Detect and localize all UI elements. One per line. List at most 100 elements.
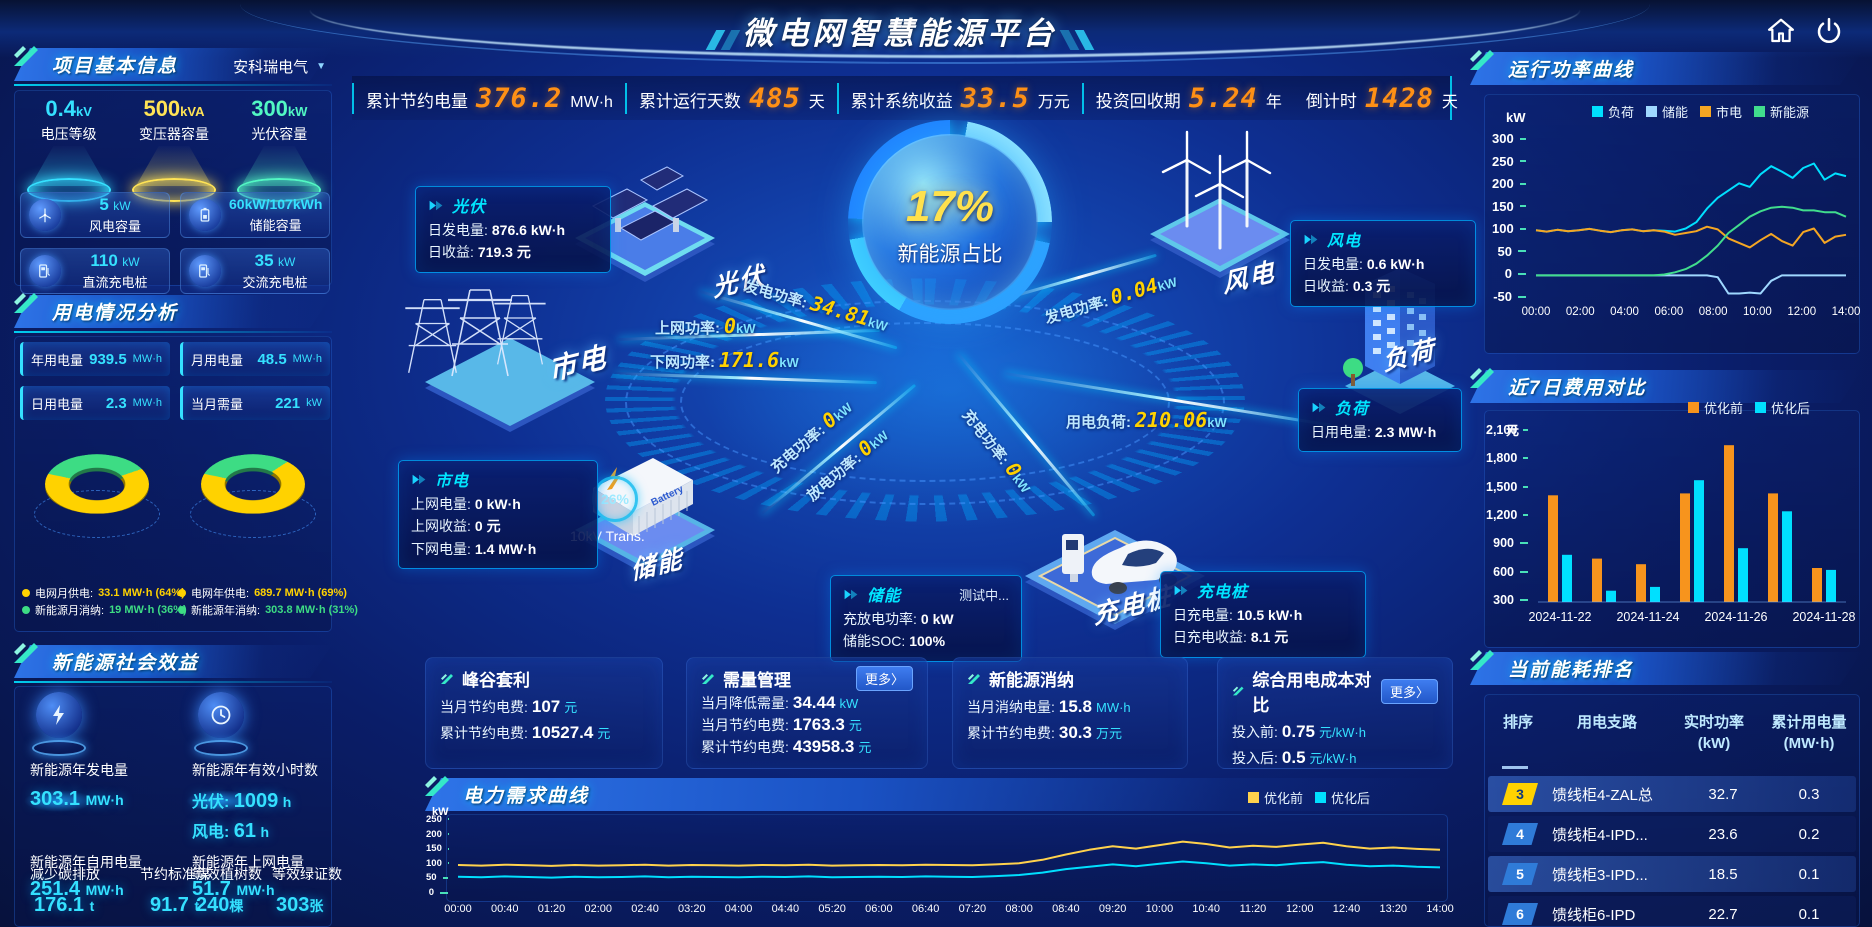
x-tick: 04:40 [771, 903, 800, 915]
benefit-panel-headerline [14, 681, 332, 683]
donut-legend-1-0: 电网年供电: 689.7 MW·h (69%) [178, 585, 347, 601]
ranking-col-header-2: 实时功率 (kW) [1683, 714, 1744, 752]
power-curve-legend: 负荷 储能 市电 新能源 [1592, 102, 1809, 121]
summary-card-0: 峰谷套利 当月节约电费: 107 元累计节约电费: 10527.4 元 [425, 657, 663, 769]
panel-corner-icon [14, 46, 38, 66]
panel-corner-icon [14, 293, 38, 313]
coal-value: 91.7 t [150, 894, 200, 916]
ranking-row-3[interactable]: 3 馈线柜4-ZAL总 32.7 0.3 [1488, 776, 1856, 812]
panel-corner-icon [968, 673, 980, 684]
x-tick: 06:00 [1654, 306, 1684, 318]
y-tick: 200 [1492, 176, 1526, 191]
x-tick: 01:20 [537, 903, 566, 915]
cost-compare-panel-header: 近7日费用对比 [1470, 370, 1862, 403]
usage-stats: 年用电量 939.5 MW·h 月用电量 48.5 MW·h 日用电量 2.3 MW·h 当月需量… [20, 342, 332, 420]
ranking-title: 当前能耗排名 [1508, 660, 1635, 681]
spotlight-0: 0.4kV 电压等级 [19, 96, 119, 202]
y-tick: 50 [426, 872, 448, 883]
usage-stat-0: 年用电量 939.5 MW·h [20, 342, 170, 376]
x-tick: 11:20 [1239, 903, 1267, 915]
x-tick: 2024-11-24 [1616, 610, 1680, 624]
summary-card-3-row-1: 投入后: 0.5 元/kW·h [1232, 748, 1357, 767]
x-tick: 00:00 [444, 903, 472, 915]
demand-chart-box [446, 814, 1448, 902]
summary-card-1-row-2: 累计节约电费: 43958.3 元 [701, 737, 872, 756]
grid-up-flow: 上网功率: 0kW [655, 314, 756, 338]
x-tick: 04:00 [1610, 306, 1639, 318]
summary-card-2-row-0: 当月消纳电量: 15.8 MW·h [967, 697, 1131, 716]
y-tick: 600 [1486, 565, 1528, 579]
summary-card-1: 需量管理 更多〉 当月降低需量: 34.44 kW 当月节约电费: 1763.3 元累计节约电… [686, 657, 928, 769]
spotlight-2: 300kW 光伏容量 [229, 96, 329, 202]
stat-item-1: 累计运行天数 485 天 [624, 82, 837, 114]
charger-node-illustration [1025, 530, 1205, 630]
x-tick: 04:00 [724, 903, 753, 915]
summary-card-0-row-1: 累计节约电费: 10527.4 元 [440, 723, 611, 742]
charger-info-card: 充电桩 日充电量: 10.5 kW·h 日充电收益: 8.1 元 [1160, 571, 1366, 658]
power-curve-ylabel: kW [1506, 110, 1526, 125]
x-tick: 06:00 [865, 903, 893, 915]
demand-panel-header: 电力需求曲线 [425, 778, 1455, 811]
summary-card-1-row-1: 当月节约电费: 1763.3 元 [701, 715, 862, 734]
panel-corner-icon [441, 673, 453, 684]
x-tick: 2024-11-22 [1528, 610, 1592, 624]
cost-compare-plot [1538, 445, 1846, 603]
x-tick: 14:00 [1831, 306, 1861, 318]
more-button[interactable]: 更多〉 [1380, 678, 1438, 704]
donut-legend-1-1: 新能源年消纳: 303.8 MW·h (31%) [178, 602, 358, 618]
rank-badge: 4 [1502, 823, 1538, 845]
chevron-right-icon [412, 474, 426, 484]
donut-legend-0-1: 新能源月消纳: 19 MW·h (36%) [22, 602, 187, 618]
x-tick: 00:40 [490, 903, 519, 915]
benefit-panel-title: 新能源社会效益 [52, 653, 200, 674]
panel-corner-icon [1470, 368, 1494, 388]
benefit-panel-header: 新能源社会效益 [14, 645, 332, 678]
ranking-row-5[interactable]: 5 馈线柜3-IPD... 18.5 0.1 [1488, 856, 1856, 892]
x-tick: 10:00 [1145, 903, 1174, 915]
wind-node-illustration [1150, 130, 1290, 278]
legend-item: 新能源 [1754, 102, 1809, 121]
ranking-col-header-1: 用电支路 [1576, 714, 1637, 731]
page-title-wrap: 微电网智慧能源平台 [620, 8, 1180, 53]
legend-item: 优化后 [1315, 788, 1370, 807]
y-tick: 300 [1492, 131, 1526, 146]
y-tick: 0 [426, 887, 448, 898]
y-tick: 150 [1492, 199, 1526, 214]
header-swoosh-outer [240, 4, 1650, 64]
y-tick: 1,200 [1486, 508, 1528, 522]
self-use-label: 新能源年自用电量 [30, 854, 142, 870]
self-use-value: 251.4 MW·h [30, 878, 124, 900]
grid-node-illustration [405, 289, 595, 432]
more-button[interactable]: 更多〉 [855, 666, 913, 691]
x-tick: 08:00 [1005, 903, 1033, 915]
x-tick: 14:00 [1426, 903, 1454, 915]
load-power-flow: 用电负荷: 210.06kW [1066, 408, 1227, 432]
legend-item: 优化前 [1248, 788, 1303, 807]
ranking-row-6[interactable]: 6 馈线柜6-IPD 22.7 0.1 [1488, 896, 1856, 927]
panel-corner-icon [1470, 50, 1494, 70]
summary-card-2: 新能源消纳 当月消纳电量: 15.8 MW·h 累计节约电费: 30.3 万元 [952, 657, 1188, 769]
x-tick: 02:00 [584, 903, 613, 915]
y-tick: 50 [1492, 244, 1526, 259]
company-select[interactable]: 安科瑞电气 ▼ [198, 56, 326, 77]
wind-hours: 风电: 61 h [192, 820, 270, 842]
y-tick: 0 [1492, 266, 1526, 281]
x-tick: 02:00 [1565, 306, 1595, 318]
series-市电 [1535, 225, 1847, 249]
trees-label: 等效植树数 [192, 866, 262, 882]
to-grid-label: 新能源年上网电量 [192, 854, 304, 870]
gen-value: 303.1 MW·h [30, 788, 124, 810]
wind-turbine-icon [29, 199, 61, 231]
series-优化后 [457, 860, 1441, 879]
stat-item-0: 累计节约电量 376.2 MW·h [352, 82, 625, 114]
stat-item-2: 累计系统收益 33.5 万元 [836, 82, 1082, 114]
usage-panel-title: 用电情况分析 [52, 303, 179, 324]
home-icon[interactable] [1764, 16, 1798, 46]
summary-card-2-row-1: 累计节约电费: 30.3 万元 [967, 723, 1122, 742]
chevron-right-icon [844, 589, 858, 599]
ranking-row-4[interactable]: 4 馈线柜4-IPD... 23.6 0.2 [1488, 816, 1856, 852]
demand-plot [457, 840, 1441, 879]
generation-pedestal [32, 692, 86, 756]
power-icon[interactable] [1812, 16, 1846, 46]
